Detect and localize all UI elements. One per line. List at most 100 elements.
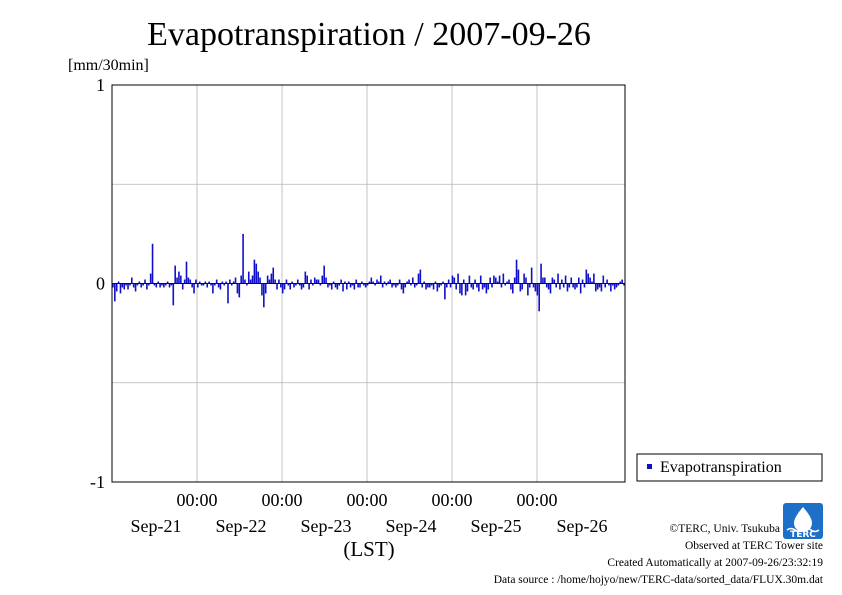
evapotranspiration-bar: [327, 283, 329, 288]
evapotranspiration-bar: [146, 283, 148, 290]
legend-swatch: [647, 464, 652, 469]
evapotranspiration-bar: [278, 279, 280, 284]
evapotranspiration-bar: [436, 283, 439, 292]
evapotranspiration-bar: [242, 233, 244, 284]
evapotranspiration-bar: [225, 281, 227, 284]
evapotranspiration-bar: [444, 283, 446, 300]
evapotranspiration-bar: [351, 283, 354, 286]
evapotranspiration-bar: [383, 281, 386, 284]
evapotranspiration-bar: [283, 283, 286, 290]
evapotranspiration-bar: [181, 283, 184, 290]
evapotranspiration-bar: [489, 277, 491, 284]
evapotranspiration-bar: [132, 283, 135, 288]
evapotranspiration-bar: [272, 267, 275, 284]
evapotranspiration-bar: [496, 281, 499, 284]
evapotranspiration-bar: [587, 273, 590, 284]
evapotranspiration-bar: [270, 273, 273, 284]
evapotranspiration-bar: [244, 279, 246, 284]
evapotranspiration-bar: [268, 279, 271, 284]
evapotranspiration-bar: [579, 283, 582, 294]
evapotranspiration-bar: [266, 275, 269, 284]
evapotranspiration-bar: [555, 283, 557, 288]
evapotranspiration-bar: [323, 265, 325, 284]
evapotranspiration-bar: [528, 283, 531, 288]
evapotranspiration-bar: [330, 283, 333, 290]
evapotranspiration-bar: [215, 279, 218, 284]
evapotranspiration-bar: [170, 283, 173, 286]
evapotranspiration-bar: [428, 283, 431, 288]
evapotranspiration-bar: [114, 283, 116, 302]
evapotranspiration-bar: [621, 279, 623, 284]
evapotranspiration-bar: [470, 283, 473, 288]
evapotranspiration-bar: [372, 281, 375, 284]
evapotranspiration-bar: [495, 277, 497, 284]
evapotranspiration-bar: [553, 279, 556, 284]
evapotranspiration-bar: [483, 283, 486, 288]
evapotranspiration-bar: [493, 275, 495, 284]
evapotranspiration-bar: [129, 283, 131, 286]
evapotranspiration-bar: [511, 283, 514, 294]
evapotranspiration-bar: [487, 283, 490, 290]
evapotranspiration-bar: [525, 277, 527, 284]
evapotranspiration-bar: [393, 283, 395, 286]
evapotranspiration-bar: [359, 283, 361, 288]
evapotranspiration-bar: [523, 273, 525, 284]
evapotranspiration-bar: [404, 283, 407, 288]
evapotranspiration-bar: [230, 283, 233, 286]
evapotranspiration-bar: [430, 283, 433, 286]
evapotranspiration-bar: [315, 279, 318, 284]
plot-area-frame: [111, 84, 626, 483]
evapotranspiration-bar: [566, 283, 569, 292]
evapotranspiration-bar: [434, 281, 437, 284]
evapotranspiration-bar: [127, 283, 129, 290]
evapotranspiration-bar: [459, 283, 461, 294]
evapotranspiration-bar: [119, 283, 122, 294]
evapotranspiration-bar: [293, 283, 295, 288]
evapotranspiration-bar: [615, 283, 618, 288]
evapotranspiration-bar: [572, 283, 574, 288]
legend: Evapotranspiration: [636, 453, 823, 482]
evapotranspiration-bar: [453, 277, 456, 284]
evapotranspiration-bar: [344, 281, 346, 284]
evapotranspiration-bar: [217, 283, 220, 288]
evapotranspiration-bar: [176, 277, 178, 284]
evapotranspiration-bar: [561, 279, 563, 284]
evapotranspiration-bar: [223, 283, 226, 286]
y-axis-unit-label: [mm/30min]: [68, 57, 149, 74]
evapotranspiration-bar: [142, 283, 144, 286]
evapotranspiration-bar: [287, 283, 290, 286]
evapotranspiration-bar: [544, 277, 546, 284]
observed-credit: Observed at TERC Tower site: [685, 540, 823, 552]
evapotranspiration-bar: [530, 267, 533, 284]
evapotranspiration-bar: [155, 283, 158, 288]
x-tick-time-label: 00:00: [346, 490, 387, 510]
evapotranspiration-bar: [319, 283, 322, 286]
evapotranspiration-bar: [151, 243, 154, 284]
evapotranspiration-bar: [478, 283, 480, 292]
evapotranspiration-bar: [557, 273, 559, 284]
evapotranspiration-bar: [338, 283, 341, 286]
evapotranspiration-bar: [410, 283, 412, 286]
evapotranspiration-bar: [400, 283, 403, 290]
evapotranspiration-bar: [462, 279, 465, 284]
x-tick-time-label: 00:00: [176, 490, 217, 510]
evapotranspiration-bar: [600, 283, 603, 292]
evapotranspiration-bar: [329, 283, 331, 286]
evapotranspiration-bar: [131, 277, 133, 284]
evapotranspiration-bar: [508, 279, 510, 284]
evapotranspiration-bar: [389, 279, 391, 284]
evapotranspiration-bar: [519, 283, 522, 292]
evapotranspiration-bar: [161, 283, 163, 286]
evapotranspiration-bar: [451, 275, 454, 284]
evapotranspiration-bar: [574, 283, 576, 290]
evapotranspiration-bar: [408, 279, 410, 284]
evapotranspiration-bar: [602, 275, 605, 284]
evapotranspiration-bar: [281, 283, 284, 294]
evapotranspiration-bar: [366, 283, 369, 286]
evapotranspiration-bar: [527, 283, 529, 296]
evapotranspiration-bar: [321, 275, 324, 284]
evapotranspiration-bar: [227, 283, 229, 304]
evapotranspiration-bar: [349, 283, 352, 288]
evapotranspiration-bar: [547, 283, 550, 290]
evapotranspiration-bar: [608, 283, 610, 286]
